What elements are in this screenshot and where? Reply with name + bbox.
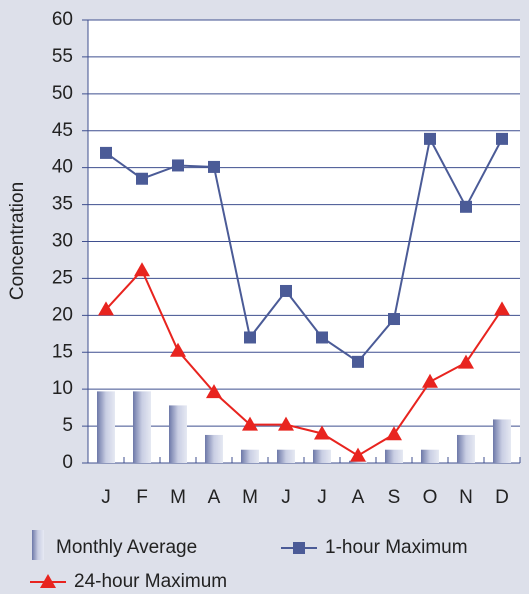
marker (388, 313, 400, 326)
bar (169, 405, 187, 463)
marker (172, 159, 184, 172)
legend-swatch (32, 530, 44, 560)
y-tick-label: 20 (52, 304, 73, 325)
marker (208, 160, 220, 173)
y-tick-label: 5 (62, 415, 73, 436)
marker (350, 447, 366, 462)
marker (100, 146, 112, 159)
bar (493, 419, 511, 463)
y-tick-label: 30 (52, 231, 73, 252)
bar (97, 391, 115, 463)
y-tick-label: 55 (52, 46, 73, 67)
marker (422, 373, 438, 388)
y-tick-label: 40 (52, 157, 73, 178)
legend-label: 1-hour Maximum (325, 537, 468, 558)
y-tick-label: 0 (62, 452, 73, 473)
bar (313, 449, 331, 463)
line (105, 268, 503, 457)
marker (206, 384, 222, 399)
marker (244, 331, 256, 344)
marker (424, 132, 436, 145)
marker (280, 284, 292, 297)
x-tick-label: A (208, 487, 221, 508)
legend-marker (40, 574, 56, 588)
y-axis-label: Concentration (7, 182, 28, 300)
legend-label: 24-hour Maximum (74, 571, 227, 592)
bar (457, 434, 475, 463)
marker (98, 301, 114, 316)
x-tick-label: J (317, 487, 327, 508)
bar (277, 449, 295, 463)
marker (458, 354, 474, 369)
x-tick-label: S (388, 487, 401, 508)
x-tick-label: N (459, 487, 473, 508)
bar (241, 449, 259, 463)
y-tick-label: 15 (52, 341, 73, 362)
y-tick-label: 50 (52, 83, 73, 104)
marker (134, 262, 150, 277)
x-tick-label: M (170, 487, 186, 508)
x-tick-label: M (242, 487, 258, 508)
marker (352, 355, 364, 368)
marker (494, 301, 510, 316)
y-tick-label: 60 (52, 9, 73, 30)
y-tick-label: 35 (52, 194, 73, 215)
x-tick-label: A (352, 487, 365, 508)
marker (496, 132, 508, 145)
y-tick-label: 10 (52, 378, 73, 399)
marker (136, 172, 148, 185)
legend-marker (293, 542, 305, 554)
x-tick-label: D (495, 487, 509, 508)
x-tick-label: O (423, 487, 438, 508)
bar (349, 460, 367, 463)
marker (314, 425, 330, 440)
bar (133, 391, 151, 463)
marker (316, 331, 328, 344)
x-tick-label: J (281, 487, 291, 508)
marker (460, 200, 472, 213)
marker (242, 416, 258, 431)
x-tick-label: J (101, 487, 111, 508)
y-tick-label: 25 (52, 267, 73, 288)
bar (421, 449, 439, 463)
y-tick-label: 45 (52, 120, 73, 141)
x-tick-label: F (136, 487, 148, 508)
marker (278, 416, 294, 431)
legend-label: Monthly Average (56, 537, 197, 558)
bar (385, 449, 403, 463)
bar (205, 434, 223, 463)
marker (386, 426, 402, 441)
marker (170, 342, 186, 357)
